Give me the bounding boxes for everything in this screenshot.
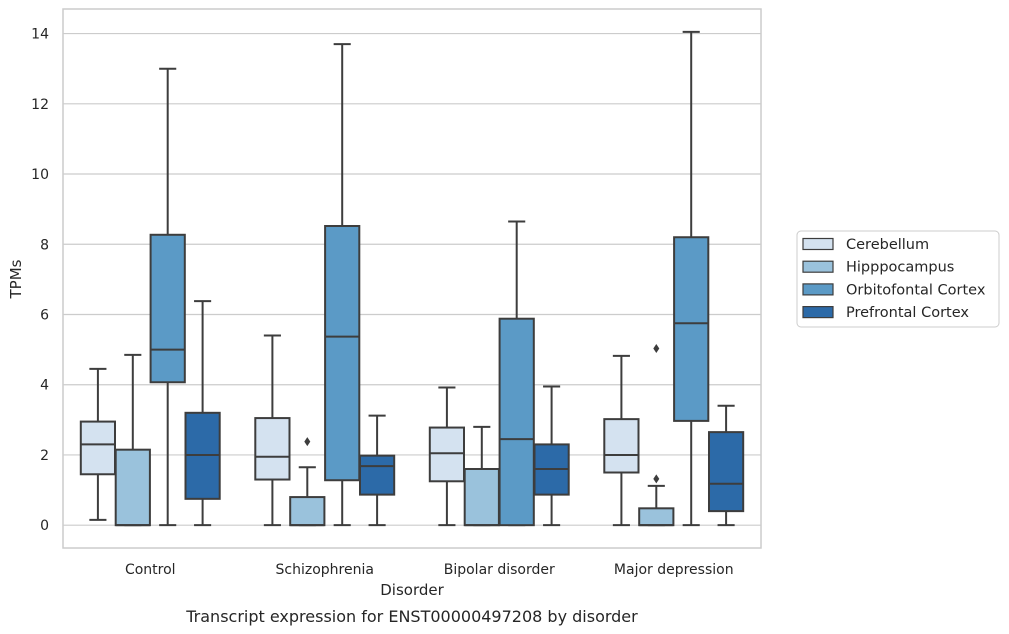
y-tick-label: 4 — [40, 378, 49, 394]
box-orbitofontal-cortex — [673, 30, 710, 527]
box-body — [324, 225, 361, 482]
box-prefrontal-cortex — [184, 300, 221, 527]
box-orbitofontal-cortex — [324, 43, 361, 527]
legend-frame — [796, 230, 1000, 328]
x-tick-label: Schizophrenia — [276, 562, 374, 578]
y-axis-label: TPMs — [7, 259, 25, 299]
box-cerebellum — [603, 354, 640, 527]
boxes — [79, 30, 745, 527]
legend-label: Prefrontal Cortex — [846, 305, 969, 321]
box-body — [638, 507, 675, 527]
box-body — [673, 236, 710, 422]
plot-frame — [62, 8, 762, 549]
legend-label: Cerebellum — [846, 237, 929, 253]
box-body — [149, 233, 186, 384]
box-cerebellum — [254, 334, 291, 527]
legend-swatch — [802, 237, 834, 251]
y-tick-label: 10 — [31, 167, 49, 183]
y-tick-label: 14 — [31, 27, 49, 43]
y-tick-label: 2 — [40, 448, 49, 464]
chart-caption: Transcript expression for ENST0000049720… — [185, 607, 638, 626]
x-tick-label: Bipolar disorder — [444, 562, 555, 578]
y-tick-label: 6 — [40, 307, 49, 323]
box-body — [114, 448, 151, 527]
box-prefrontal-cortex — [533, 385, 570, 527]
x-tick-label: Control — [125, 562, 176, 578]
box-orbitofontal-cortex — [149, 67, 186, 527]
legend: Cerebellum Hipppocampus Orbitofontal Corte… — [796, 230, 1000, 328]
box-body — [254, 417, 291, 481]
box-body — [707, 431, 745, 513]
legend-swatch — [802, 306, 834, 319]
outlier-point — [653, 474, 660, 484]
box-orbitofontal-cortex — [498, 220, 535, 527]
box-hipppocampus — [638, 344, 675, 527]
box-body — [289, 496, 326, 527]
x-tick-label: Major depression — [614, 562, 734, 578]
x-axis-label: Disorder — [380, 581, 444, 599]
box-prefrontal-cortex — [707, 404, 745, 527]
y-tick-label: 12 — [31, 97, 49, 113]
outlier-point — [304, 437, 311, 447]
box-body — [498, 317, 535, 527]
box-cerebellum — [428, 386, 466, 527]
box-hipppocampus — [114, 353, 151, 527]
y-tick-label: 0 — [40, 518, 49, 534]
y-tick-label: 8 — [40, 237, 49, 253]
box-prefrontal-cortex — [358, 414, 396, 527]
legend-swatch — [802, 260, 834, 273]
box-hipppocampus — [289, 437, 326, 527]
box-hipppocampus — [463, 425, 500, 527]
box-cerebellum — [79, 367, 117, 521]
box-body — [428, 426, 466, 483]
outlier-point — [653, 344, 660, 354]
box-body — [603, 418, 640, 474]
y-tick-labels: 0 2 4 6 8 10 12 14 — [31, 27, 49, 535]
legend-label: Hipppocampus — [846, 260, 954, 276]
legend-label: Orbitofontal Cortex — [846, 282, 986, 298]
box-body — [358, 454, 396, 496]
box-body — [79, 420, 117, 476]
x-tick-labels: Control Schizophrenia Bipolar disorder Majo… — [125, 562, 734, 578]
box-body — [463, 467, 500, 527]
legend-swatch — [802, 283, 834, 296]
